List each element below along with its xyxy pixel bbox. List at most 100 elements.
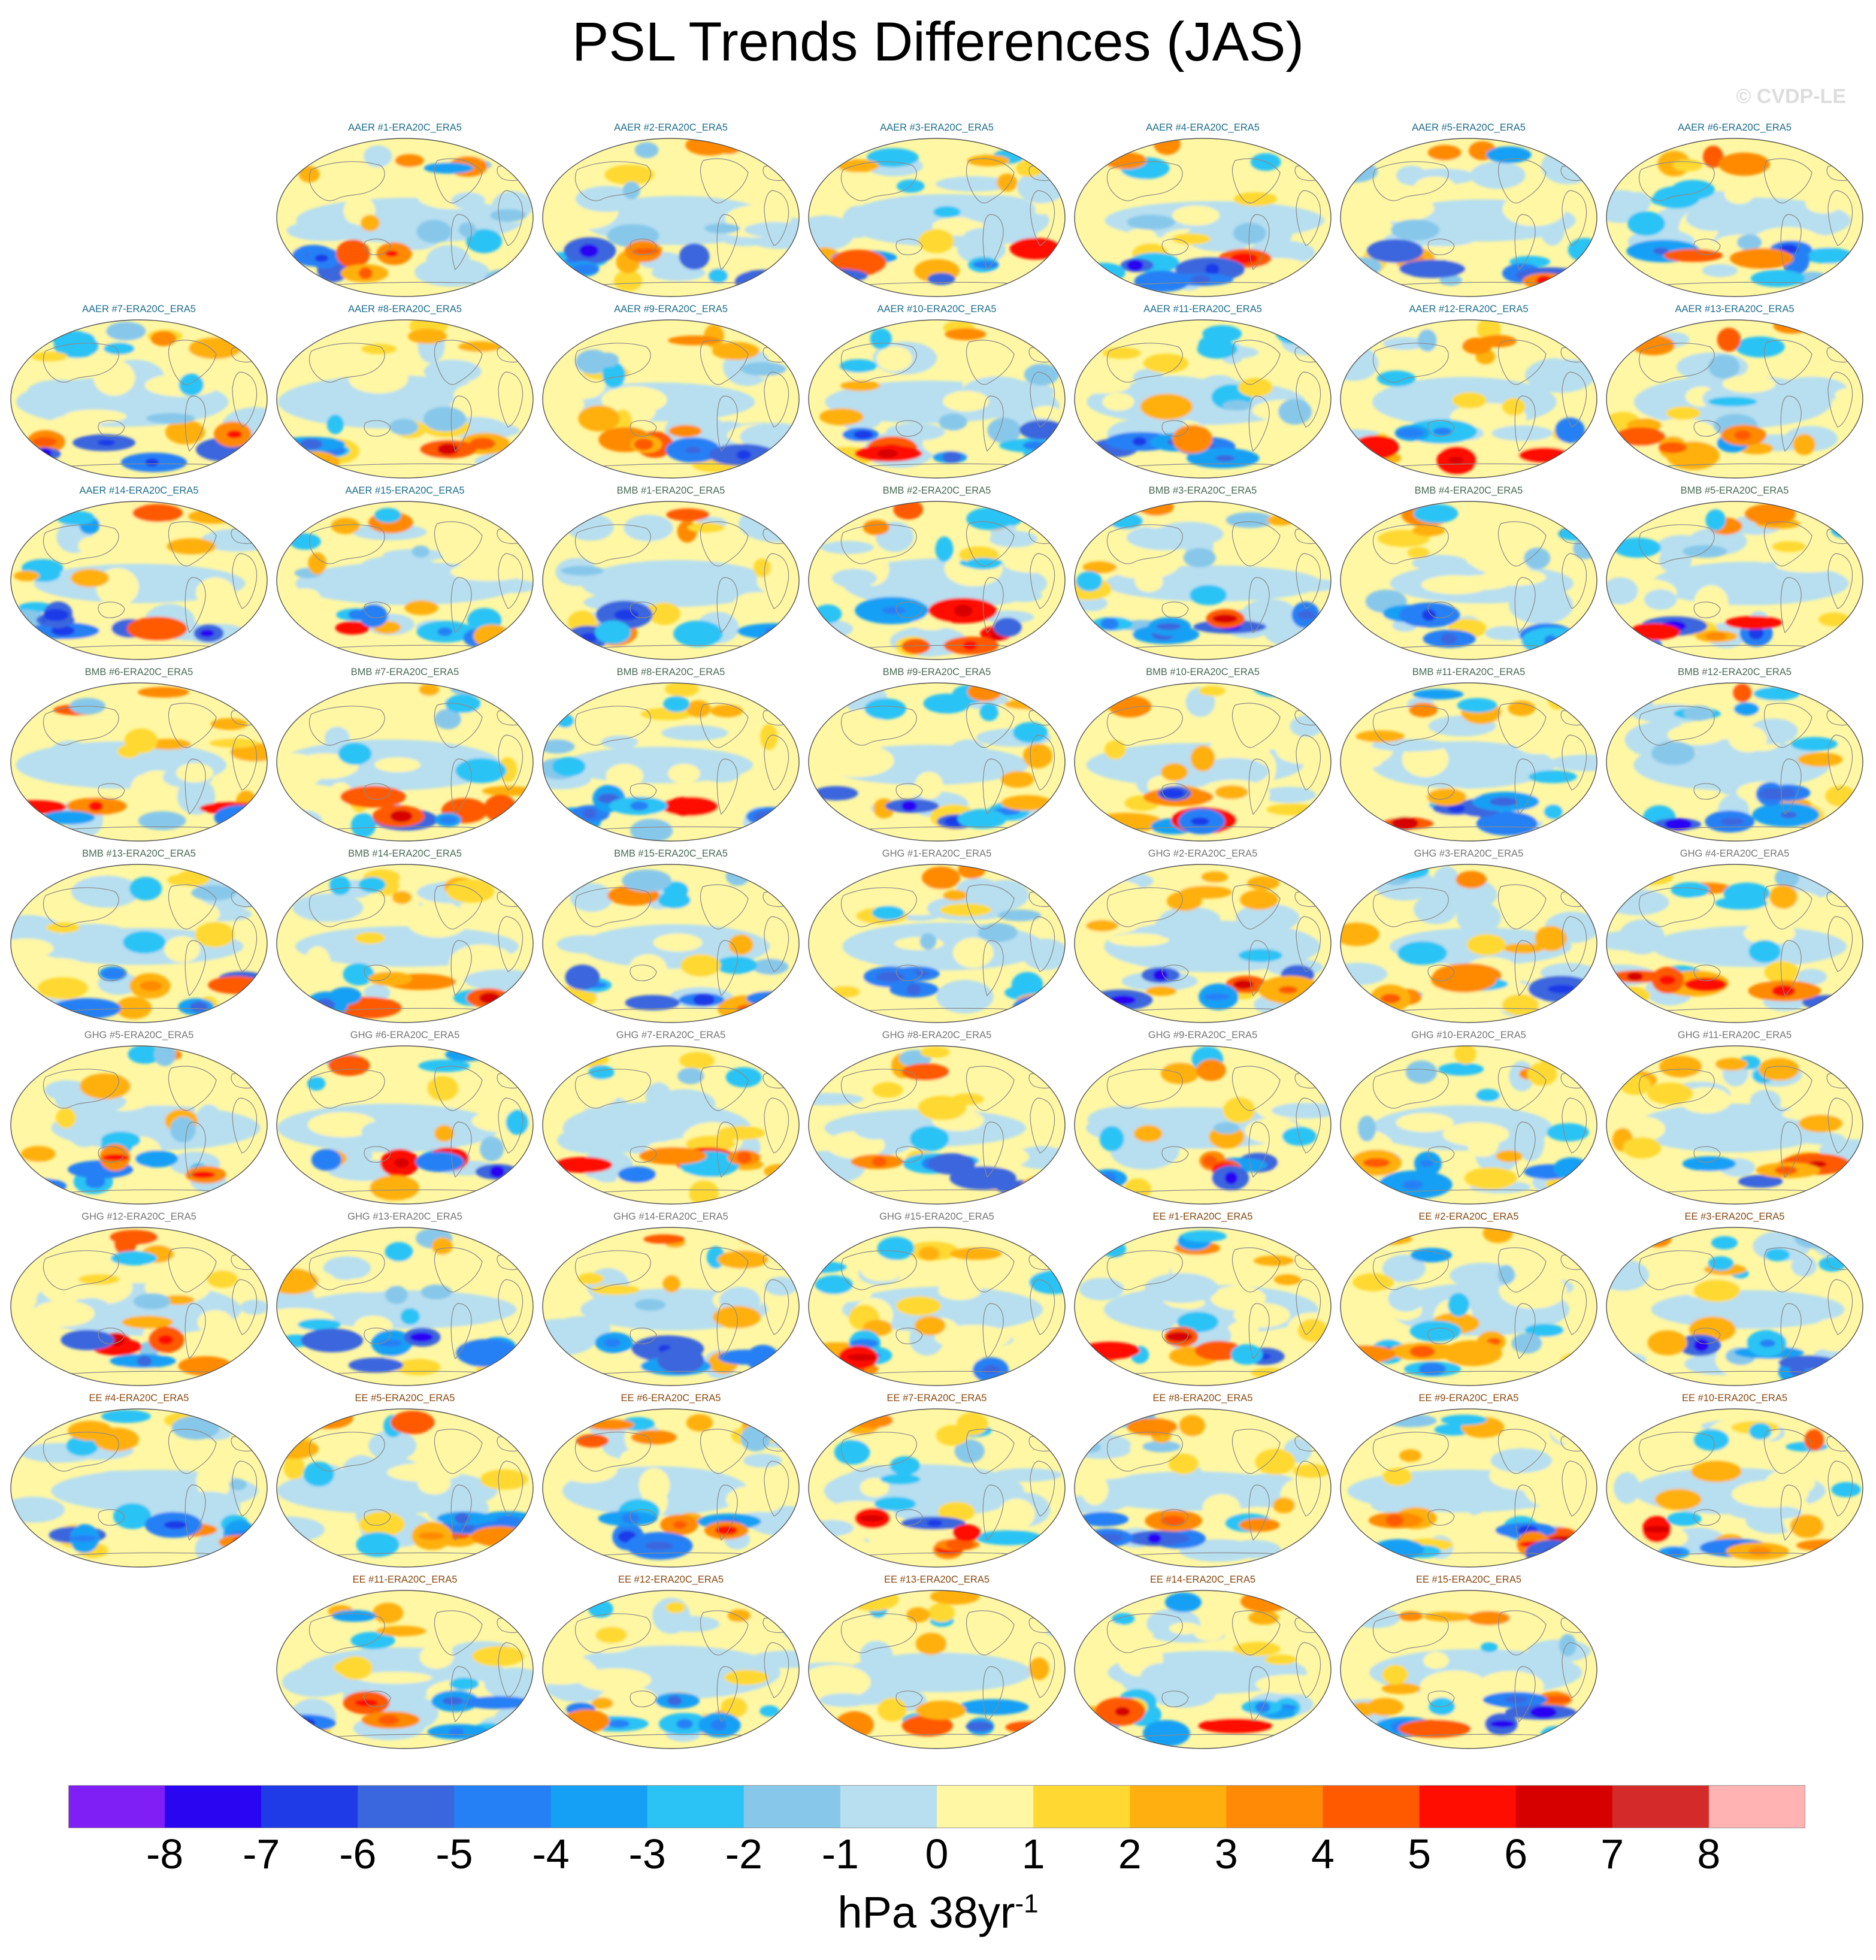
global-map xyxy=(1340,1408,1597,1568)
field-contour xyxy=(1415,176,1454,193)
field-contour xyxy=(1659,1055,1702,1078)
field-contour xyxy=(1261,787,1316,803)
field-contour xyxy=(1748,1423,1772,1440)
field-contour xyxy=(1215,455,1235,462)
coastline-path xyxy=(308,524,385,564)
field-contour xyxy=(1255,1674,1325,1695)
field-contour xyxy=(1490,1448,1553,1473)
map-border xyxy=(808,682,1066,842)
field-contour xyxy=(1744,503,1796,525)
colorbar-tick-label: 0 xyxy=(925,1831,949,1877)
coastline-path xyxy=(1763,521,1813,567)
coastline-path xyxy=(1161,1146,1189,1163)
global-map xyxy=(1606,501,1863,660)
global-map xyxy=(1606,319,1863,479)
field-contour xyxy=(1076,1006,1104,1018)
field-contour xyxy=(927,1153,976,1175)
colorbar-tick-label: 7 xyxy=(1600,1831,1624,1877)
coastline-path xyxy=(364,238,391,255)
field-contour xyxy=(1502,192,1566,226)
global-map xyxy=(276,682,534,842)
panel-title: AAER #5-ERA20C_ERA5 xyxy=(1412,122,1526,133)
field-contour xyxy=(1647,1082,1693,1105)
field-contour xyxy=(809,268,868,283)
field-contour xyxy=(332,1610,377,1622)
coastline-path xyxy=(966,1429,1015,1474)
field-contour xyxy=(13,570,40,582)
field-contour xyxy=(1464,1167,1517,1190)
map-border xyxy=(1340,1590,1597,1749)
field-contour xyxy=(625,995,680,1011)
field-contour xyxy=(661,796,719,816)
map-border xyxy=(808,1408,1066,1568)
coastline-path xyxy=(1763,1066,1813,1111)
field-contour xyxy=(565,964,600,990)
coastline-path xyxy=(1296,190,1321,246)
field-contour xyxy=(686,1414,713,1432)
map-border xyxy=(10,864,268,1023)
global-map xyxy=(542,864,800,1023)
field-contour xyxy=(753,558,771,577)
coastline-path xyxy=(716,214,738,271)
field-contour xyxy=(296,755,344,777)
field-contour xyxy=(860,1515,885,1522)
field-contour xyxy=(689,1180,719,1204)
field-contour xyxy=(1028,1657,1049,1680)
field-contour xyxy=(622,869,672,892)
coastline-path xyxy=(700,1247,749,1293)
panel-title: GHG #3-ERA20C_ERA5 xyxy=(1414,848,1524,859)
field-contour xyxy=(26,379,90,405)
field-contour xyxy=(69,1535,97,1542)
colorbar-swatch xyxy=(743,1786,841,1828)
field-contour xyxy=(230,743,267,762)
map-panel: GHG #13-ERA20C_ERA5 xyxy=(274,1211,535,1391)
field-contour xyxy=(1370,786,1417,824)
coastline-path xyxy=(966,340,1015,385)
field-contour xyxy=(358,877,386,893)
field-contour xyxy=(1633,638,1647,650)
coastline-path xyxy=(1030,1097,1055,1154)
field-contour xyxy=(1341,274,1373,287)
field-contour xyxy=(543,909,598,931)
coastline-path xyxy=(764,1642,789,1698)
map-panel: EE #10-ERA20C_ERA5 xyxy=(1604,1393,1865,1572)
field-contour xyxy=(214,804,267,830)
colorbar-tick-label: 4 xyxy=(1311,1831,1335,1877)
field-contour xyxy=(96,1470,140,1486)
field-contour xyxy=(1022,1185,1049,1194)
map-panel: GHG #5-ERA20C_ERA5 xyxy=(8,1030,270,1209)
coastline-path xyxy=(1562,916,1587,972)
field-contour xyxy=(361,555,436,575)
field-contour xyxy=(292,893,364,922)
field-contour xyxy=(1202,325,1242,343)
field-contour xyxy=(1691,1460,1742,1483)
field-contour xyxy=(323,1256,371,1280)
field-contour xyxy=(328,1055,370,1076)
coastline-path xyxy=(1106,161,1183,201)
panel-title: EE #14-ERA20C_ERA5 xyxy=(1149,1574,1256,1585)
global-map xyxy=(542,319,800,479)
field-contour xyxy=(12,1178,67,1194)
coastline-path xyxy=(574,706,651,746)
field-contour xyxy=(1717,985,1747,1006)
panel-title: BMB #3-ERA20C_ERA5 xyxy=(1148,485,1257,496)
coastline-path xyxy=(232,371,258,428)
coastline-path xyxy=(764,1460,789,1517)
field-contour xyxy=(326,415,344,434)
field-contour xyxy=(958,1699,1029,1716)
field-contour xyxy=(734,270,791,294)
field-contour xyxy=(596,352,619,368)
coastline-path xyxy=(308,1250,385,1290)
field-contour xyxy=(906,984,921,996)
field-contour xyxy=(1233,1302,1291,1328)
field-contour xyxy=(1798,1132,1845,1145)
map-border xyxy=(1074,1227,1332,1386)
field-contour xyxy=(1238,948,1282,962)
field-contour xyxy=(80,1073,131,1100)
field-contour xyxy=(957,809,1007,829)
field-contour xyxy=(165,419,205,444)
field-contour xyxy=(48,415,101,435)
coastline-path xyxy=(1106,887,1183,927)
field-contour xyxy=(940,903,992,917)
field-contour xyxy=(350,813,376,838)
